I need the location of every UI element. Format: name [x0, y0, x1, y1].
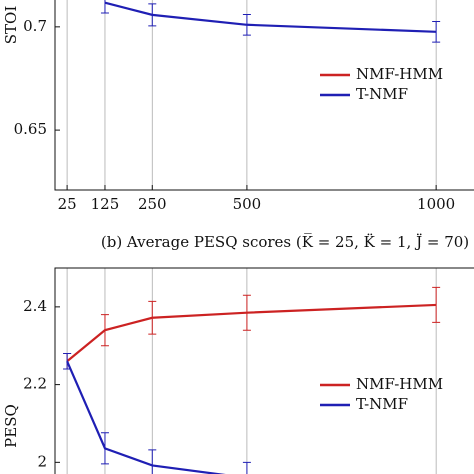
error-bar [242, 461, 251, 474]
y-tick-label: 0.7 [23, 17, 47, 35]
x-tick-label: 25 [58, 195, 77, 213]
legend-label: T-NMF [356, 85, 408, 103]
x-tick-label: 125 [91, 195, 120, 213]
y-axis-label: PESQ [2, 404, 20, 448]
chart-title: (b) Average PESQ scores (K̅ = 25, K̈ = 1… [101, 232, 469, 251]
y-axis-label: STOI [2, 6, 20, 45]
series-line [104, 1, 437, 33]
plot-area [63, 268, 441, 474]
series-line [66, 360, 226, 474]
legend-label: NMF-HMM [356, 375, 443, 393]
legend-label: T-NMF [356, 395, 408, 413]
legend-label: NMF-HMM [356, 65, 443, 83]
x-tick-label: 250 [138, 195, 167, 213]
y-tick-label: 2.4 [23, 297, 47, 315]
y-tick-label: 0.65 [14, 120, 47, 138]
axis-frame [54, 267, 474, 474]
x-tick-label: 500 [233, 195, 262, 213]
plot-area [66, 0, 441, 190]
y-tick-label: 2 [37, 452, 47, 470]
axis-frame [54, 0, 474, 191]
error-bar [432, 286, 441, 323]
series-line [66, 303, 437, 363]
error-bar [432, 20, 441, 43]
y-tick-label: 2.2 [23, 375, 47, 393]
error-bar [148, 449, 157, 474]
error-bar [100, 0, 109, 14]
x-tick-label: 1000 [417, 195, 455, 213]
